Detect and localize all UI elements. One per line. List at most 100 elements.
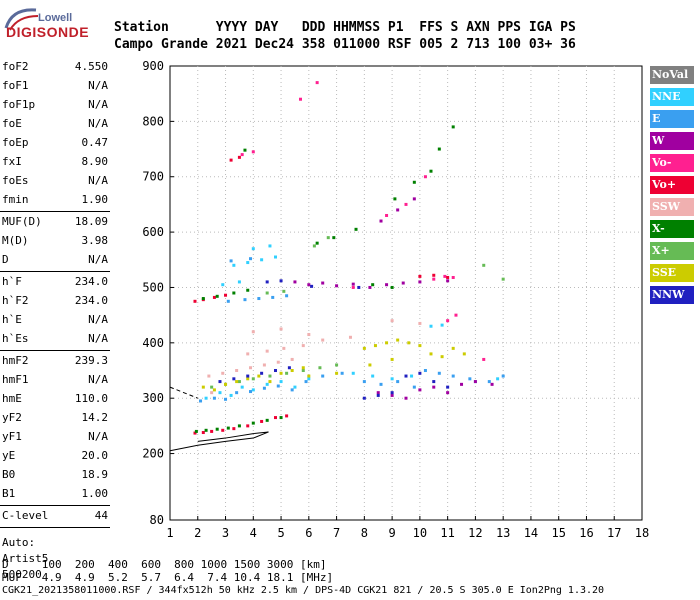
echo-point	[418, 371, 422, 375]
echo-point	[290, 369, 294, 373]
echo-point	[210, 385, 214, 389]
series-x	[194, 125, 455, 433]
echo-point	[357, 285, 361, 289]
param-value: N/A	[88, 373, 108, 386]
echo-point	[418, 388, 422, 392]
echo-point	[193, 299, 197, 303]
echo-point	[218, 380, 222, 384]
echo-point	[385, 341, 389, 345]
x-tick-label: 18	[635, 526, 649, 540]
footer-file-info: CGK21_2021358011000.RSF / 344fx512h 50 k…	[2, 585, 605, 596]
echo-point	[385, 213, 389, 217]
echo-point	[496, 377, 500, 381]
echo-point	[229, 259, 233, 263]
x-tick-label: 1	[166, 526, 173, 540]
echo-point	[446, 385, 450, 389]
echo-point	[293, 385, 297, 389]
echo-point	[437, 147, 441, 151]
param-row-ye: yE 20.0	[2, 449, 108, 466]
echo-point	[460, 382, 464, 386]
echo-point	[385, 283, 389, 287]
echo-point	[404, 202, 408, 206]
autoscale-line1: Auto:	[2, 536, 36, 549]
echo-point	[376, 393, 380, 397]
separator-line	[0, 505, 110, 506]
y-tick-label: 500	[142, 280, 164, 294]
param-value: 4.550	[74, 60, 108, 73]
echo-point	[501, 374, 505, 378]
param-name: yF2	[2, 411, 22, 424]
autoscale-line3: 500200	[2, 568, 42, 581]
echo-point	[379, 219, 383, 223]
echo-point	[340, 371, 344, 375]
param-row-fxi: fxI 8.90	[2, 155, 108, 172]
x-tick-label: 14	[524, 526, 538, 540]
header-values: Campo Grande 2021 Dec24 358 011000 RSF 0…	[114, 37, 576, 52]
param-row-yf2: yF2 14.2	[2, 411, 108, 428]
param-name: yF1	[2, 430, 22, 443]
param-row-foep: foEp 0.47	[2, 136, 108, 153]
legend-item-e: E	[650, 110, 694, 128]
echo-point	[321, 338, 325, 342]
x-tick-label: 11	[440, 526, 454, 540]
echo-point	[432, 277, 436, 281]
x-tick-label: 16	[579, 526, 593, 540]
echo-point	[246, 424, 250, 428]
echo-point	[318, 366, 322, 370]
param-name: foF2	[2, 60, 29, 73]
echo-point	[246, 261, 250, 265]
param-value: 8.90	[81, 155, 109, 168]
echo-point	[351, 285, 355, 289]
param-value: 14.2	[81, 411, 109, 424]
echo-point	[210, 391, 214, 395]
echo-point	[315, 241, 319, 245]
echo-point	[265, 280, 269, 284]
echo-point	[362, 380, 366, 384]
density-profile-line	[169, 431, 269, 452]
echo-point	[440, 355, 444, 359]
echo-point	[451, 275, 455, 279]
echo-point	[199, 399, 203, 403]
param-name: yE	[2, 449, 16, 462]
param-row-yf1: yF1 N/A	[2, 430, 108, 447]
echo-point	[210, 429, 214, 433]
x-tick-label: 15	[551, 526, 565, 540]
echo-point	[418, 344, 422, 348]
echo-point	[212, 388, 216, 392]
echo-point	[204, 396, 208, 400]
y-tick-label: 200	[142, 447, 164, 461]
param-row-fof1: foF1 N/A	[2, 79, 108, 96]
echo-point	[229, 393, 233, 397]
echo-point	[279, 327, 283, 331]
echo-point	[246, 352, 250, 356]
echo-point	[268, 374, 272, 378]
echo-point	[265, 382, 269, 386]
echo-point	[201, 431, 205, 435]
echo-point	[335, 363, 339, 367]
echo-point	[232, 291, 236, 295]
series-sse	[201, 338, 466, 392]
param-value: 44	[94, 509, 108, 522]
echo-point	[276, 360, 280, 364]
echo-point	[260, 419, 264, 423]
param-row-b0: B0 18.9	[2, 468, 108, 485]
echo-point	[362, 396, 366, 400]
param-value: N/A	[88, 98, 108, 111]
legend-item-noval: NoVal	[650, 66, 694, 84]
echo-point	[301, 366, 305, 370]
param-name: C-level	[2, 509, 49, 522]
series-nnw	[218, 279, 450, 400]
y-tick-label: 80	[150, 513, 164, 527]
x-tick-label: 13	[496, 526, 510, 540]
param-row-foe: foE N/A	[2, 117, 108, 134]
legend: NoVal NNE E W Vo- Vo+ SSW X- X+ SSE NNW	[650, 66, 694, 308]
echo-point	[194, 429, 198, 433]
echo-point	[251, 388, 255, 392]
echo-point	[446, 391, 450, 395]
echo-point	[224, 382, 228, 386]
echo-point	[412, 180, 416, 184]
echo-point	[390, 391, 394, 395]
echo-point	[240, 153, 244, 157]
param-name: foF1	[2, 79, 29, 92]
separator-line	[0, 211, 110, 212]
